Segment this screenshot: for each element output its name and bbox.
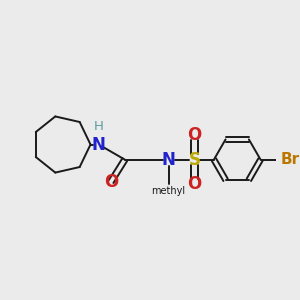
Text: Br: Br [281, 152, 300, 167]
Text: S: S [189, 151, 201, 169]
Text: O: O [188, 126, 202, 144]
Text: H: H [94, 120, 104, 133]
Text: methyl: methyl [152, 186, 186, 196]
Text: O: O [104, 172, 118, 190]
Text: N: N [162, 151, 176, 169]
Text: O: O [188, 175, 202, 193]
Text: N: N [92, 136, 106, 154]
